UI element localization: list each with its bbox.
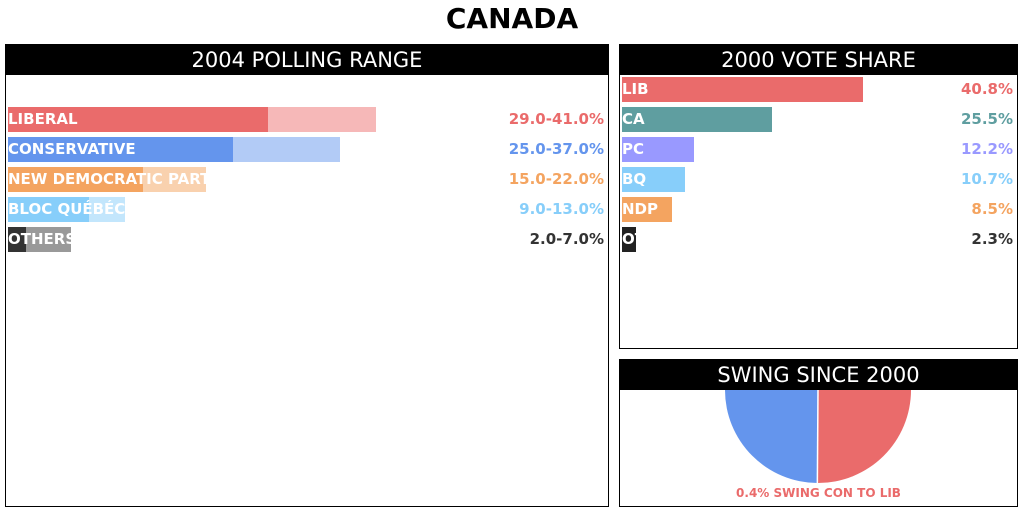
vote-share-row: BQ 10.7% (622, 167, 1015, 192)
polling-row: BLOC QUÉBÉCOIS 9.0-13.0% (8, 197, 606, 222)
polling-range-value: 9.0-13.0% (519, 200, 604, 218)
vote-share-value: 8.5% (971, 200, 1013, 218)
polling-party-label: OTHERS (8, 230, 77, 248)
vote-share-bar (622, 137, 694, 162)
polling-range-panel: 2004 POLLING RANGE LIBERAL 29.0-41.0% CONS… (5, 44, 609, 507)
vote-share-value: 12.2% (960, 140, 1013, 158)
vote-share-value: 25.5% (960, 110, 1013, 128)
vote-share-party-label: NDP (622, 200, 658, 218)
polling-row: CONSERVATIVE 25.0-37.0% (8, 137, 606, 162)
polling-party-label: BLOC QUÉBÉCOIS (8, 200, 155, 218)
polling-bar-low (8, 167, 143, 192)
vote-share-row: CA 25.5% (622, 107, 1015, 132)
swing-slice-lib (817, 390, 911, 484)
swing-semicircle (725, 390, 911, 484)
vote-share-row: OTH 2.3% (622, 227, 1015, 252)
polling-row: LIBERAL 29.0-41.0% (8, 107, 606, 132)
vote-share-bar (622, 227, 636, 252)
page-title: CANADA (445, 2, 579, 35)
vote-share-party-label: BQ (622, 170, 647, 188)
polling-range-title: 2004 POLLING RANGE (6, 45, 608, 75)
polling-party-label: NEW DEMOCRATIC PARTY (8, 170, 222, 188)
vote-share-party-label: PC (622, 140, 645, 158)
vote-share-party-label: OTH (622, 230, 658, 248)
polling-bar-low (8, 197, 89, 222)
vote-share-bar (622, 77, 863, 102)
polling-range-value: 2.0-7.0% (529, 230, 604, 248)
vote-share-bar (622, 167, 685, 192)
vote-share-title: 2000 VOTE SHARE (620, 45, 1017, 75)
polling-range-value: 25.0-37.0% (508, 140, 604, 158)
vote-share-bar (622, 107, 772, 132)
vote-share-row: NDP 8.5% (622, 197, 1015, 222)
vote-share-value: 40.8% (960, 80, 1013, 98)
vote-share-value: 2.3% (971, 230, 1013, 248)
polling-bar-low (8, 107, 268, 132)
polling-party-label: LIBERAL (8, 110, 78, 128)
polling-row: OTHERS 2.0-7.0% (8, 227, 606, 252)
polling-row: NEW DEMOCRATIC PARTY 15.0-22.0% (8, 167, 606, 192)
vote-share-row: PC 12.2% (622, 137, 1015, 162)
vote-share-party-label: CA (622, 110, 645, 128)
polling-range-value: 15.0-22.0% (508, 170, 604, 188)
polling-bar-low (8, 137, 233, 162)
vote-share-bar (622, 197, 672, 222)
vote-share-row: LIB 40.8% (622, 77, 1015, 102)
vote-share-value: 10.7% (960, 170, 1013, 188)
polling-party-label: CONSERVATIVE (8, 140, 136, 158)
vote-share-panel: 2000 VOTE SHARE LIB 40.8% CA 25.5% PC 12.2% BQ… (619, 44, 1018, 349)
polling-range-value: 29.0-41.0% (508, 110, 604, 128)
swing-caption: 0.4% SWING CON TO LIB (736, 486, 901, 500)
swing-slice-con (725, 390, 818, 483)
swing-divider (816, 390, 819, 484)
swing-title: SWING SINCE 2000 (620, 360, 1017, 390)
vote-share-party-label: LIB (622, 80, 649, 98)
polling-bar-low (8, 227, 26, 252)
swing-panel: SWING SINCE 2000 0.4% SWING CON TO LIB (619, 359, 1018, 507)
